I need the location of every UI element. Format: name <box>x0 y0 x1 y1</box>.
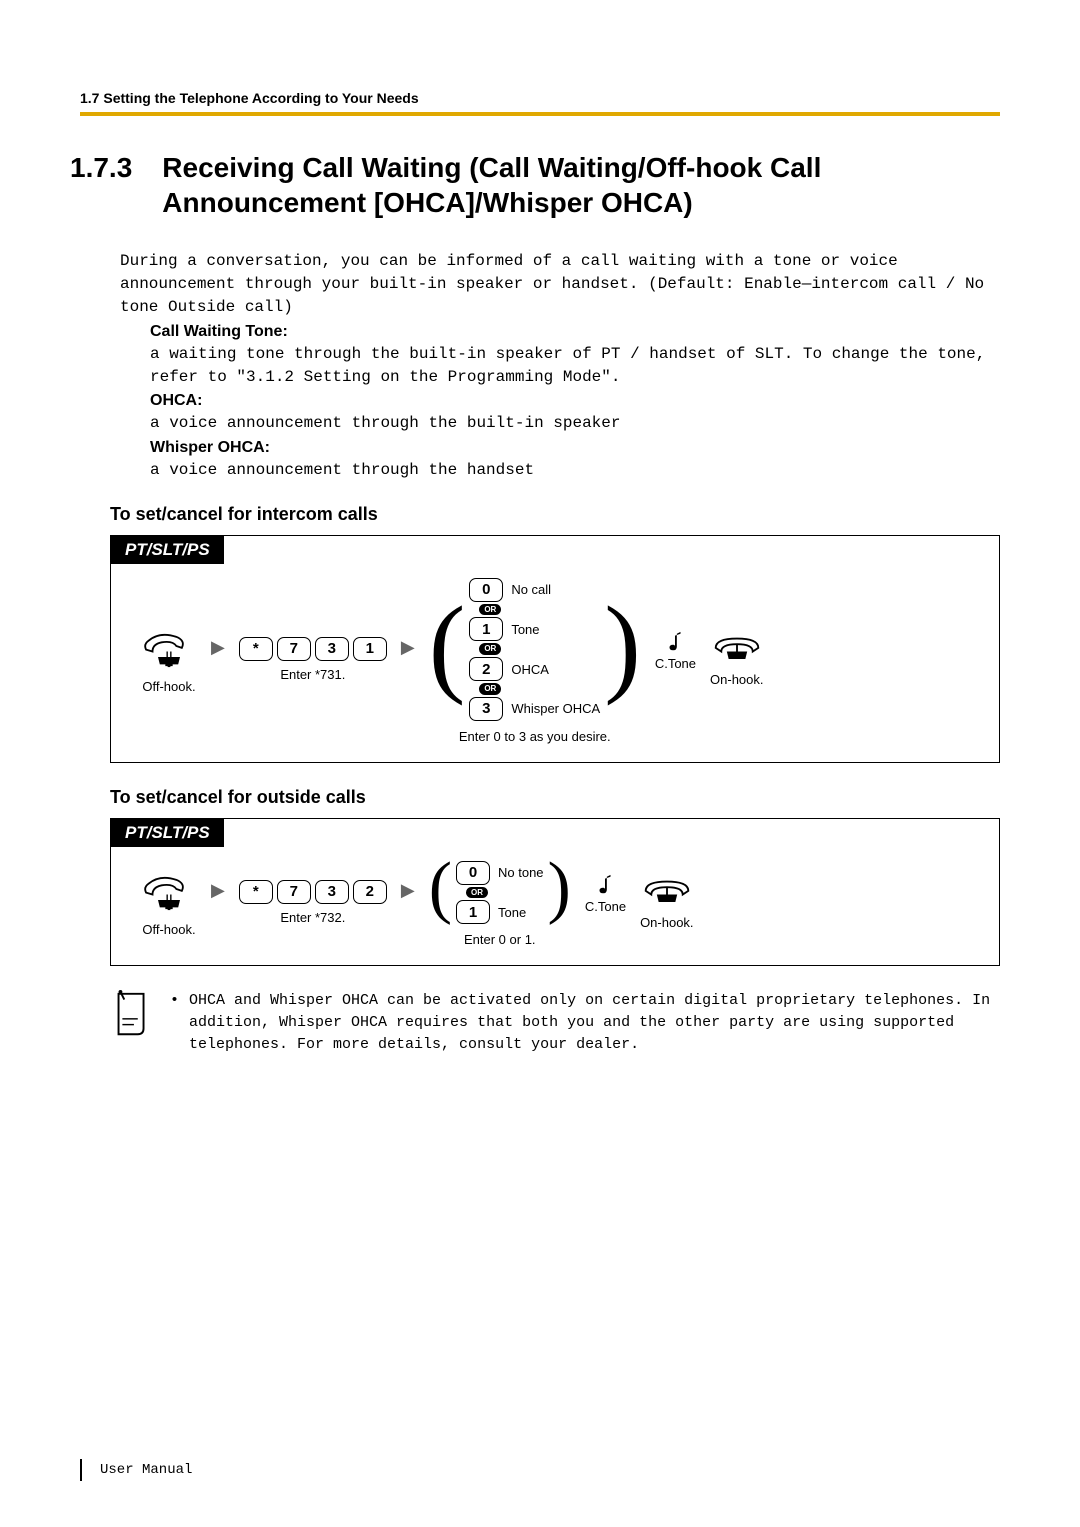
key: 0 <box>456 861 490 885</box>
footer-bar <box>80 1459 82 1481</box>
key: 1 <box>469 617 503 641</box>
or-pill: OR <box>466 887 488 899</box>
onhook-caption: On-hook. <box>710 672 763 688</box>
key: 0 <box>469 578 503 602</box>
keyseq-732: * 7 3 2 <box>239 880 387 904</box>
options-list: 0 No call OR 1 Tone OR 2 OHCA OR 3 Whisper O… <box>465 576 604 723</box>
step-keyseq: * 7 3 2 Enter *732. <box>239 880 387 926</box>
ctone-label: C.Tone <box>585 899 626 914</box>
whisper-ohca-label: Whisper OHCA: <box>150 436 1000 459</box>
key: 3 <box>315 637 349 661</box>
or-pill: OR <box>479 683 501 695</box>
offhook-icon <box>141 867 197 916</box>
key: 1 <box>456 900 490 924</box>
ohca-text: a voice announcement through the built-i… <box>150 412 1000 435</box>
device-tag: PT/SLT/PS <box>111 536 224 564</box>
onhook-caption: On-hook. <box>640 915 693 931</box>
key: 3 <box>315 880 349 904</box>
call-waiting-tone-label: Call Waiting Tone: <box>150 320 1000 343</box>
ohca-label: OHCA: <box>150 389 1000 412</box>
options-caption: Enter 0 to 3 as you desire. <box>459 729 611 744</box>
option-label: Whisper OHCA <box>511 701 600 716</box>
note-content: OHCA and Whisper OHCA can be activated o… <box>189 990 1000 1055</box>
key: * <box>239 637 273 661</box>
key: 2 <box>469 657 503 681</box>
key: 7 <box>277 637 311 661</box>
option-label: Tone <box>498 905 526 920</box>
or-pill: OR <box>479 643 501 655</box>
onhook-icon <box>642 874 692 909</box>
option-row: 3 Whisper OHCA <box>469 697 600 721</box>
section-number: 1.7.3 <box>70 150 132 220</box>
option-row: 1 Tone <box>456 900 526 924</box>
arrow-icon: ▶ <box>211 880 225 901</box>
left-brace: ( <box>429 860 452 916</box>
key: * <box>239 880 273 904</box>
offhook-caption: Off-hook. <box>142 679 195 695</box>
option-label: Tone <box>511 622 539 637</box>
step-keyseq: * 7 3 1 Enter *731. <box>239 637 387 683</box>
procedure-row: Off-hook. ▶ * 7 3 2 Enter *732. ▶ ( 0 No … <box>111 847 999 948</box>
step-offhook: Off-hook. <box>141 867 197 938</box>
arrow-icon: ▶ <box>401 637 415 658</box>
offhook-caption: Off-hook. <box>142 922 195 938</box>
keyseq-731: * 7 3 1 <box>239 637 387 661</box>
arrow-icon: ▶ <box>211 637 225 658</box>
ctone: C.Tone <box>655 630 696 671</box>
bullet: • <box>170 990 179 1055</box>
intro-paragraph: During a conversation, you can be inform… <box>120 250 1000 482</box>
ctone-label: C.Tone <box>655 656 696 671</box>
key: 3 <box>469 697 503 721</box>
arrow-icon: ▶ <box>401 880 415 901</box>
right-brace: ) <box>548 860 571 916</box>
section-title: Receiving Call Waiting (Call Waiting/Off… <box>162 150 1000 220</box>
section-heading: 1.7.3 Receiving Call Waiting (Call Waiti… <box>70 150 1000 220</box>
step-onhook: On-hook. <box>710 631 763 688</box>
or-pill: OR <box>479 604 501 616</box>
footer-text: User Manual <box>100 1462 192 1478</box>
keyseq-caption: Enter *731. <box>280 667 345 683</box>
running-header: 1.7 Setting the Telephone According to Y… <box>80 90 1000 106</box>
key: 1 <box>353 637 387 661</box>
header-rule <box>80 112 1000 116</box>
subheading-outside: To set/cancel for outside calls <box>110 787 1000 808</box>
note-text: • OHCA and Whisper OHCA can be activated… <box>170 990 1000 1055</box>
note-block: • OHCA and Whisper OHCA can be activated… <box>110 990 1000 1055</box>
intro-text: During a conversation, you can be inform… <box>120 252 984 316</box>
subheading-intercom: To set/cancel for intercom calls <box>110 504 1000 525</box>
option-row: 1 Tone <box>469 617 539 641</box>
ctone: C.Tone <box>585 873 626 914</box>
step-onhook: On-hook. <box>640 874 693 931</box>
option-row: 0 No call <box>469 578 551 602</box>
options-list: 0 No tone OR 1 Tone <box>452 859 548 927</box>
options-caption: Enter 0 or 1. <box>464 932 536 947</box>
onhook-icon <box>712 631 762 666</box>
option-label: No tone <box>498 865 544 880</box>
procedure-outside: PT/SLT/PS Off-hook. ▶ * 7 3 2 Enter *732… <box>110 818 1000 967</box>
note-icon <box>110 990 154 1045</box>
call-waiting-tone-text: a waiting tone through the built-in spea… <box>150 343 1000 389</box>
option-row: 2 OHCA <box>469 657 549 681</box>
procedure-row: Off-hook. ▶ * 7 3 1 Enter *731. ▶ ( 0 No … <box>111 564 999 744</box>
option-group: ( 0 No tone OR 1 Tone ) <box>429 859 571 927</box>
left-brace: ( <box>429 601 466 689</box>
step-offhook: Off-hook. <box>141 624 197 695</box>
key: 2 <box>353 880 387 904</box>
key: 7 <box>277 880 311 904</box>
option-row: 0 No tone <box>456 861 544 885</box>
device-tag: PT/SLT/PS <box>111 819 224 847</box>
whisper-ohca-text: a voice announcement through the handset <box>150 459 1000 482</box>
keyseq-caption: Enter *732. <box>280 910 345 926</box>
offhook-icon <box>141 624 197 673</box>
procedure-intercom: PT/SLT/PS Off-hook. ▶ * 7 3 1 Enter *731… <box>110 535 1000 763</box>
option-label: No call <box>511 582 551 597</box>
right-brace: ) <box>604 601 641 689</box>
page-footer: User Manual <box>80 1459 192 1481</box>
option-label: OHCA <box>511 662 549 677</box>
option-group: ( 0 No call OR 1 Tone OR 2 OHCA OR 3 Whisper… <box>429 576 641 723</box>
